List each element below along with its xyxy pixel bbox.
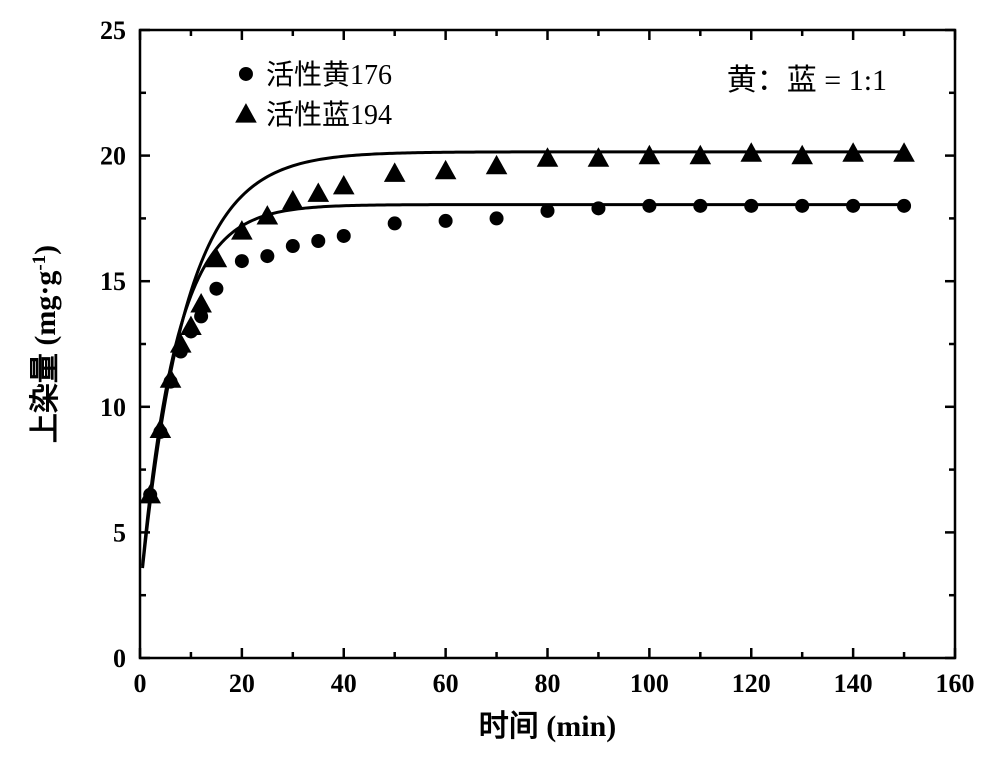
series-blue-fit-line — [143, 152, 905, 568]
triangle-marker-icon — [235, 103, 257, 122]
yellow-point — [337, 229, 351, 243]
x-tick-label: 140 — [834, 669, 873, 698]
yellow-point — [388, 216, 402, 230]
blue-point — [139, 484, 161, 503]
yellow-point — [235, 254, 249, 268]
x-axis-title: 时间 (min) — [479, 710, 617, 743]
y-tick-label: 10 — [100, 393, 126, 422]
blue-point — [435, 160, 457, 179]
blue-point — [282, 190, 304, 209]
blue-point — [486, 155, 508, 174]
plot-frame — [140, 30, 955, 658]
x-tick-label: 40 — [331, 669, 357, 698]
legend-item: 活性黄176 — [239, 59, 392, 91]
yellow-point — [897, 199, 911, 213]
blue-point — [257, 205, 279, 224]
blue-point — [639, 145, 661, 164]
y-tick-label: 25 — [100, 16, 126, 45]
yellow-point — [795, 199, 809, 213]
blue-point — [160, 368, 182, 387]
yellow-point — [693, 199, 707, 213]
series-yellow-fit-line — [143, 205, 905, 566]
x-tick-label: 60 — [433, 669, 459, 698]
circle-marker-icon — [239, 67, 253, 81]
y-tick-label: 5 — [113, 518, 126, 547]
blue-point — [384, 162, 406, 181]
chart-container: 0 20 40 60 80 100 120 140 160 0 5 10 15 20 25 时间 (min) 上… — [0, 0, 995, 763]
y-tick-label: 15 — [100, 267, 126, 296]
legend-label: 活性黄176 — [266, 59, 392, 91]
x-tick-label: 100 — [630, 669, 669, 698]
yellow-point — [490, 211, 504, 225]
yellow-point — [439, 214, 453, 228]
y-axis-title: 上染量 (mg·g-1) — [29, 245, 63, 443]
yellow-point — [846, 199, 860, 213]
legend-label: 活性蓝194 — [266, 99, 392, 131]
yellow-point — [642, 199, 656, 213]
yellow-point — [744, 199, 758, 213]
legend-item: 活性蓝194 — [235, 99, 392, 131]
blue-point — [791, 145, 813, 164]
x-tick-label: 120 — [732, 669, 771, 698]
series-yellow-markers — [143, 199, 911, 502]
blue-point — [690, 145, 712, 164]
x-tick-label: 160 — [936, 669, 975, 698]
y-tick-label: 20 — [100, 142, 126, 171]
yellow-point — [286, 239, 300, 253]
yellow-point — [260, 249, 274, 263]
yellow-point — [209, 282, 223, 296]
blue-point — [537, 147, 559, 166]
blue-point — [588, 147, 610, 166]
blue-point — [333, 175, 355, 194]
blue-point — [150, 419, 172, 438]
yellow-point — [591, 201, 605, 215]
ratio-annotation: 黄：蓝 = 1:1 — [727, 64, 887, 97]
yellow-point — [541, 204, 555, 218]
kinetics-chart: 0 20 40 60 80 100 120 140 160 0 5 10 15 20 25 时间 (min) 上… — [0, 0, 995, 763]
x-tick-label: 20 — [229, 669, 255, 698]
x-tick-label: 0 — [134, 669, 147, 698]
x-tick-label: 80 — [535, 669, 561, 698]
series-blue-markers — [139, 142, 914, 503]
blue-point — [307, 182, 329, 201]
yellow-point — [311, 234, 325, 248]
blue-point — [190, 293, 212, 312]
y-tick-label: 0 — [113, 644, 126, 673]
